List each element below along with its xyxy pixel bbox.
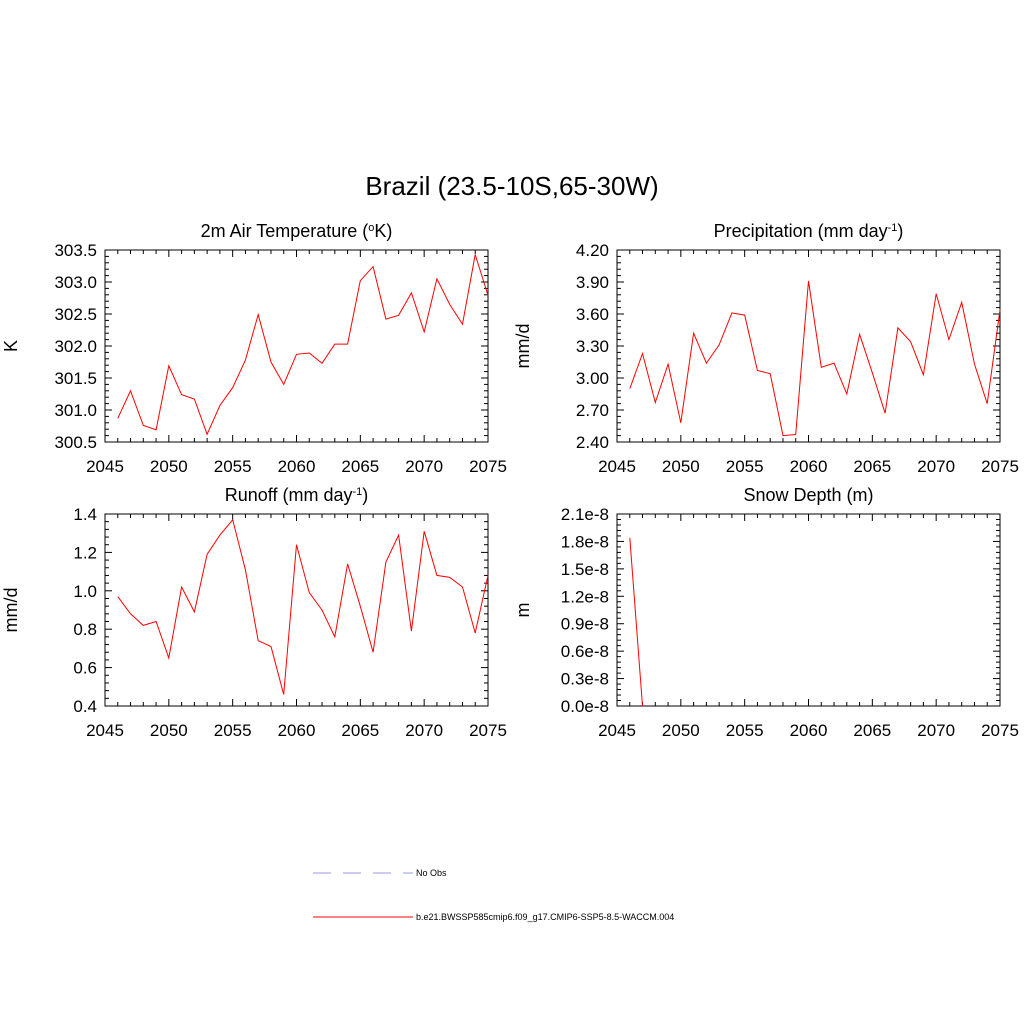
x-tick-label: 2070 [917, 721, 955, 740]
x-tick-label: 2050 [150, 721, 188, 740]
legend-obs-label: No Obs [416, 868, 447, 878]
series-line [629, 537, 643, 707]
y-tick-label: 1.2e-8 [561, 587, 609, 606]
series-line [117, 254, 489, 436]
y-tick-label: 0.9e-8 [561, 615, 609, 634]
y-axis-label: mm/d [513, 324, 533, 369]
panel-title: 2m Air Temperature (oK) [201, 221, 393, 241]
y-tick-label: 4.20 [576, 241, 609, 260]
x-tick-label: 2060 [278, 721, 316, 740]
y-tick-label: 1.5e-8 [561, 560, 609, 579]
title-suffix: K) [374, 221, 392, 241]
panel-precipitation: Precipitation (mm day-1) 2045 2050 2055 2060… [513, 221, 1019, 476]
y-tick-label: 2.40 [576, 433, 609, 452]
x-tick-label: 2055 [214, 457, 252, 476]
x-tick-label: 2050 [662, 457, 700, 476]
y-axis-label: mm/d [1, 588, 21, 633]
panel-runoff: Runoff (mm day-1) 2045 2050 2055 2060 2065 207… [1, 485, 507, 740]
y-tick-label: 2.70 [576, 401, 609, 420]
panel-title: Precipitation (mm day-1) [714, 221, 904, 241]
y-tick-label: 2.1e-8 [561, 505, 609, 524]
x-tick-label: 2045 [598, 457, 636, 476]
y-tick-label: 3.60 [576, 305, 609, 324]
title-superscript: o [368, 222, 374, 234]
x-tick-label: 2065 [341, 721, 379, 740]
plot-frame [104, 249, 489, 443]
y-axis-label: m [513, 603, 533, 618]
plot-frame [104, 513, 489, 707]
x-tick-label: 2065 [341, 457, 379, 476]
title-superscript: -1 [888, 222, 898, 234]
series-line [629, 280, 1001, 437]
x-tick-label: 2075 [981, 721, 1019, 740]
title-suffix: ) [362, 485, 368, 505]
panel-snow-depth: Snow Depth (m) 2045 2050 2055 2060 2065 2070 20… [513, 485, 1019, 740]
main-title: Brazil (23.5-10S,65-30W) [365, 171, 658, 201]
y-axis-label: K [1, 340, 21, 352]
title-suffix: ) [897, 221, 903, 241]
y-tick-label: 1.4 [73, 505, 97, 524]
y-tick-label: 0.4 [73, 697, 97, 716]
title-superscript: -1 [352, 486, 362, 498]
plot-frame [616, 513, 1001, 707]
x-tick-label: 2050 [150, 457, 188, 476]
x-tick-label: 2065 [853, 721, 891, 740]
y-tick-label: 302.0 [54, 337, 97, 356]
y-tick-label: 0.8 [73, 620, 97, 639]
y-tick-label: 1.0 [73, 582, 97, 601]
x-tick-label: 2065 [853, 457, 891, 476]
y-tick-label: 302.5 [54, 305, 97, 324]
panel-title: Runoff (mm day-1) [225, 485, 369, 505]
legend-model-label: b.e21.BWSSP585cmip6.f09_g17.CMIP6-SSP5-8… [416, 912, 674, 922]
y-tick-label: 301.5 [54, 369, 97, 388]
y-tick-label: 0.6e-8 [561, 642, 609, 661]
x-tick-label: 2070 [405, 721, 443, 740]
y-tick-label: 303.0 [54, 273, 97, 292]
x-tick-label: 2075 [469, 457, 507, 476]
y-tick-label: 300.5 [54, 433, 97, 452]
y-tick-label: 3.00 [576, 369, 609, 388]
x-tick-label: 2045 [598, 721, 636, 740]
panel-title: Snow Depth (m) [743, 485, 873, 505]
series-line [117, 518, 489, 695]
y-tick-label: 1.8e-8 [561, 532, 609, 551]
x-tick-label: 2075 [981, 457, 1019, 476]
x-tick-label: 2060 [790, 457, 828, 476]
y-tick-label: 1.2 [73, 543, 97, 562]
x-tick-label: 2075 [469, 721, 507, 740]
y-tick-label: 0.3e-8 [561, 670, 609, 689]
x-tick-label: 2055 [214, 721, 252, 740]
x-tick-label: 2060 [278, 457, 316, 476]
x-tick-label: 2060 [790, 721, 828, 740]
y-tick-label: 301.0 [54, 401, 97, 420]
x-tick-label: 2045 [86, 457, 124, 476]
x-tick-label: 2055 [726, 721, 764, 740]
y-tick-label: 303.5 [54, 241, 97, 260]
y-tick-label: 3.30 [576, 337, 609, 356]
x-tick-label: 2050 [662, 721, 700, 740]
x-tick-label: 2070 [917, 457, 955, 476]
x-tick-label: 2045 [86, 721, 124, 740]
y-tick-label: 3.90 [576, 273, 609, 292]
y-tick-label: 0.6 [73, 659, 97, 678]
plot-frame [616, 249, 1001, 443]
y-tick-label: 0.0e-8 [561, 697, 609, 716]
x-tick-label: 2070 [405, 457, 443, 476]
legend: No Obs b.e21.BWSSP585cmip6.f09_g17.CMIP6… [313, 868, 674, 922]
x-tick-label: 2055 [726, 457, 764, 476]
panel-temperature: 2m Air Temperature (oK) 2045 2050 2055 2060 2… [1, 221, 507, 476]
